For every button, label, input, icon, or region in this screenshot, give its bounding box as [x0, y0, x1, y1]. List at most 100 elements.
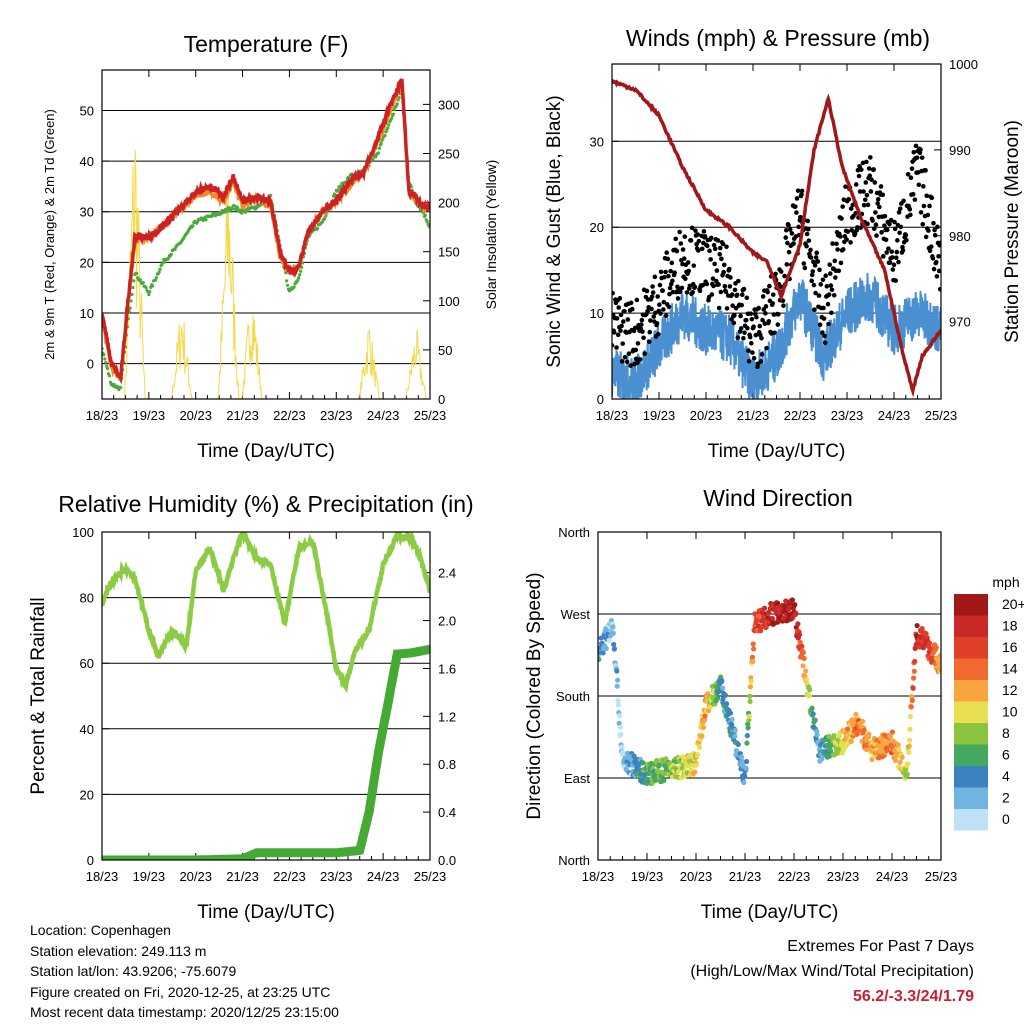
legend-label: 16 [1002, 639, 1018, 655]
direction-point [616, 720, 622, 726]
direction-point [912, 658, 918, 665]
gust-point [835, 247, 840, 252]
gust-point [739, 302, 745, 308]
gust-point [615, 332, 621, 338]
direction-point [610, 624, 616, 630]
gust-point [929, 195, 935, 201]
gust-point [642, 351, 648, 356]
dewpoint-point [376, 151, 381, 155]
dewpoint-point [141, 281, 145, 285]
gust-point [857, 189, 863, 194]
gust-point [783, 235, 789, 240]
gust-point [801, 261, 807, 266]
direction-point [938, 667, 941, 673]
gust-point [612, 290, 615, 296]
gust-point [896, 210, 902, 215]
gust-point [710, 276, 716, 281]
gust-point [905, 171, 911, 177]
gust-point [852, 231, 858, 237]
direction-point [735, 741, 741, 748]
y-axis-label: 2m & 9m T (Red, Orange) & 2m Td (Green) [42, 109, 57, 360]
dewpoint-point [135, 271, 139, 275]
y2-tick-label: 150 [438, 245, 460, 260]
legend-swatch [954, 658, 988, 680]
dewpoint-point [236, 206, 240, 210]
direction-point [619, 744, 625, 750]
gust-point [825, 301, 831, 307]
y-tick-label: 40 [80, 154, 94, 169]
gust-point [619, 323, 624, 329]
gust-point [751, 355, 757, 361]
gust-point [679, 285, 685, 291]
gust-point [817, 267, 822, 273]
dewpoint-point [157, 270, 161, 274]
gust-point [831, 292, 837, 298]
gust-point [625, 317, 631, 322]
temperature-2m-line [102, 78, 430, 385]
gust-point [628, 363, 633, 368]
plot-frame [597, 531, 942, 861]
direction-point [707, 704, 714, 710]
direction-point [819, 756, 825, 762]
gust-point [811, 282, 817, 288]
legend-swatch [954, 701, 988, 723]
gust-point [626, 351, 632, 356]
gust-point [814, 250, 820, 256]
y-axis-label: Percent & Total Rainfall [28, 597, 49, 794]
gust-point [799, 188, 805, 194]
x-tick-label: 23/23 [320, 408, 353, 423]
direction-point [795, 621, 801, 627]
gust-point [775, 322, 781, 327]
dewpoint-point [230, 207, 234, 211]
gust-point [876, 214, 882, 220]
gust-point [875, 201, 880, 206]
gust-point [652, 274, 658, 280]
dewpoint-point [395, 102, 399, 106]
dewpoint-point [138, 278, 143, 282]
gust-point [912, 197, 918, 202]
direction-point [933, 645, 939, 651]
dewpoint-point [285, 283, 290, 287]
gust-point [720, 241, 726, 247]
y2-tick-label: 990 [949, 143, 971, 158]
direction-point [675, 768, 681, 774]
x-tick-label: 19/23 [133, 869, 166, 884]
gust-point [664, 250, 670, 255]
gust-point [650, 284, 655, 289]
gust-point [914, 155, 920, 160]
gust-point [635, 360, 640, 366]
dewpoint-point [421, 211, 426, 215]
gust-point [798, 214, 803, 220]
data-layer [102, 532, 430, 860]
y-tick-label: 50 [80, 103, 94, 118]
y-tick-label: 30 [80, 205, 94, 220]
gust-point [820, 277, 826, 283]
direction-point [923, 631, 929, 637]
gust-point [925, 212, 931, 218]
direction-point [729, 722, 735, 728]
direction-point [896, 746, 902, 752]
gust-point [677, 229, 682, 235]
y2-tick-label: 100 [438, 294, 460, 309]
dewpoint-point [299, 269, 303, 273]
gust-point [682, 234, 688, 239]
direction-point [749, 654, 756, 660]
gust-point [712, 261, 717, 267]
gust-point [655, 294, 660, 299]
gust-point [645, 308, 650, 314]
gust-point [882, 223, 887, 228]
gust-point [924, 193, 930, 199]
direction-point [714, 695, 721, 702]
gust-point [728, 275, 733, 280]
gust-point [640, 329, 645, 334]
direction-point [910, 685, 916, 691]
direction-point [769, 615, 776, 622]
gust-point [861, 189, 866, 194]
gust-point [809, 278, 814, 284]
plot-frame [101, 69, 431, 400]
direction-point [783, 598, 789, 604]
direction-point [826, 733, 832, 739]
gust-point [840, 204, 845, 209]
gust-point [782, 273, 787, 279]
extremes-values: 56.2/-3.3/24/1.79 [853, 988, 974, 1005]
